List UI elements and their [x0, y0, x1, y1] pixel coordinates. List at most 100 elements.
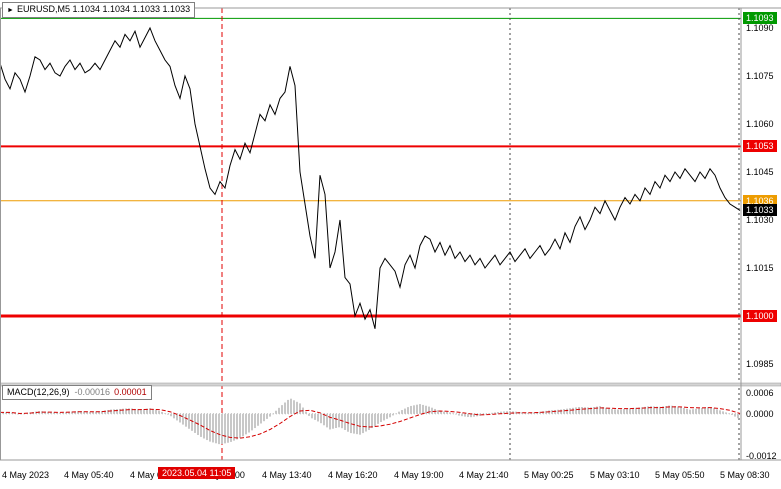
macd-histogram-bar: [692, 409, 694, 414]
macd-histogram-bar: [572, 407, 574, 414]
macd-histogram-bar: [629, 408, 631, 414]
macd-histogram-bar: [272, 413, 274, 415]
macd-histogram-bar: [674, 406, 676, 414]
macd-histogram-bar: [119, 408, 121, 414]
macd-histogram-bar: [650, 406, 652, 414]
price-tick-label: 1.1075: [746, 71, 774, 81]
macd-histogram-bar: [608, 408, 610, 414]
macd-indicator-name: MACD(12,26,9): [7, 387, 70, 397]
macd-histogram-bar: [77, 411, 79, 414]
macd-histogram-bar: [182, 413, 184, 425]
macd-histogram-bar: [236, 413, 238, 440]
macd-histogram-bar: [317, 413, 319, 422]
macd-histogram-bar: [56, 412, 58, 414]
macd-histogram-bar: [659, 406, 661, 414]
macd-histogram-bar: [62, 412, 64, 414]
price-tick-label: 1.1015: [746, 263, 774, 273]
macd-histogram-bar: [452, 413, 454, 415]
macd-histogram-bar: [389, 413, 391, 418]
macd-histogram-bar: [635, 407, 637, 414]
macd-histogram-bar: [455, 413, 457, 415]
macd-histogram-bar: [260, 413, 262, 424]
macd-histogram-bar: [107, 409, 109, 414]
macd-histogram-bar: [590, 407, 592, 414]
time-highlight-badge: 2023.05.04 11:05: [158, 467, 236, 479]
macd-histogram-bar: [392, 413, 394, 416]
macd-histogram-bar: [320, 413, 322, 424]
macd-histogram-bar: [281, 405, 283, 414]
macd-histogram-bar: [686, 408, 688, 414]
macd-histogram-bar: [497, 412, 499, 414]
macd-histogram-bar: [665, 406, 667, 414]
macd-histogram-bar: [104, 410, 106, 414]
macd-signal-line: [0, 406, 741, 439]
macd-histogram-bar: [125, 408, 127, 414]
macd-histogram-bar: [293, 400, 295, 414]
macd-histogram-bar: [584, 407, 586, 414]
macd-histogram-bar: [158, 410, 160, 414]
macd-histogram-bar: [689, 409, 691, 414]
macd-histogram-bar: [137, 409, 139, 414]
time-axis-label: 4 May 08:20: [130, 470, 180, 480]
macd-histogram-bar: [353, 413, 355, 434]
macd-histogram-bar: [242, 413, 244, 437]
macd-histogram-bar: [212, 413, 214, 443]
time-axis-label: 5 May 03:10: [590, 470, 640, 480]
macd-histogram-bar: [437, 410, 439, 414]
macd-histogram-bar: [179, 413, 181, 423]
time-axis-label: 5 May 00:25: [524, 470, 574, 480]
time-axis-label: 4 May 19:00: [394, 470, 444, 480]
macd-histogram-bar: [131, 408, 133, 414]
macd-histogram-bar: [716, 409, 718, 414]
current-price-badge: 1.1033: [743, 204, 777, 217]
macd-histogram-bar: [350, 413, 352, 434]
macd-histogram-bar: [14, 413, 16, 414]
macd-histogram-bar: [533, 412, 535, 414]
macd-histogram-bar: [563, 409, 565, 414]
macd-histogram-bar: [737, 413, 739, 419]
macd-histogram-bar: [203, 413, 205, 439]
macd-histogram-bar: [146, 408, 148, 414]
macd-histogram-bar: [464, 413, 466, 417]
macd-histogram-bar: [461, 413, 463, 417]
macd-histogram-bar: [602, 406, 604, 414]
macd-histogram-bar: [569, 408, 571, 414]
macd-histogram-bar: [140, 409, 142, 414]
macd-histogram-bar: [110, 409, 112, 414]
ohlc-values: 1.1034 1.1034 1.1033 1.1033: [72, 4, 191, 14]
ohlc-info-box: ► EURUSD,M5 1.1034 1.1034 1.1033 1.1033: [2, 2, 196, 18]
macd-histogram-bar: [560, 409, 562, 414]
macd-histogram-bar: [521, 412, 523, 414]
macd-histogram-bar: [329, 413, 331, 430]
macd-histogram-bar: [470, 413, 472, 418]
macd-histogram-bar: [611, 409, 613, 414]
macd-histogram-bar: [515, 411, 517, 414]
macd-histogram-bar: [701, 407, 703, 414]
macd-histogram-bar: [491, 412, 493, 414]
macd-histogram-bar: [167, 413, 169, 415]
macd-histogram-bar: [266, 413, 268, 419]
time-axis-label: 4 May 21:40: [459, 470, 509, 480]
macd-histogram-bar: [731, 413, 733, 415]
macd-histogram-bar: [593, 406, 595, 414]
time-axis-label: 4 May 16:20: [328, 470, 378, 480]
pane-splitter[interactable]: [0, 382, 781, 387]
macd-histogram-bar: [596, 406, 598, 414]
macd-histogram-bar: [380, 413, 382, 422]
macd-histogram-bar: [149, 408, 151, 414]
macd-histogram-bar: [359, 413, 361, 435]
macd-histogram-bar: [458, 413, 460, 416]
macd-histogram-bar: [368, 413, 370, 430]
price-level-badge-1.1053: 1.1053: [743, 140, 777, 153]
macd-histogram-bar: [188, 413, 190, 429]
macd-histogram-bar: [290, 398, 292, 414]
macd-histogram-bar: [722, 411, 724, 414]
macd-histogram-bar: [287, 399, 289, 414]
macd-histogram-bar: [233, 413, 235, 441]
macd-histogram-bar: [647, 406, 649, 414]
macd-histogram-bar: [215, 413, 217, 444]
symbol-period-label: EURUSD,M5: [16, 4, 70, 14]
